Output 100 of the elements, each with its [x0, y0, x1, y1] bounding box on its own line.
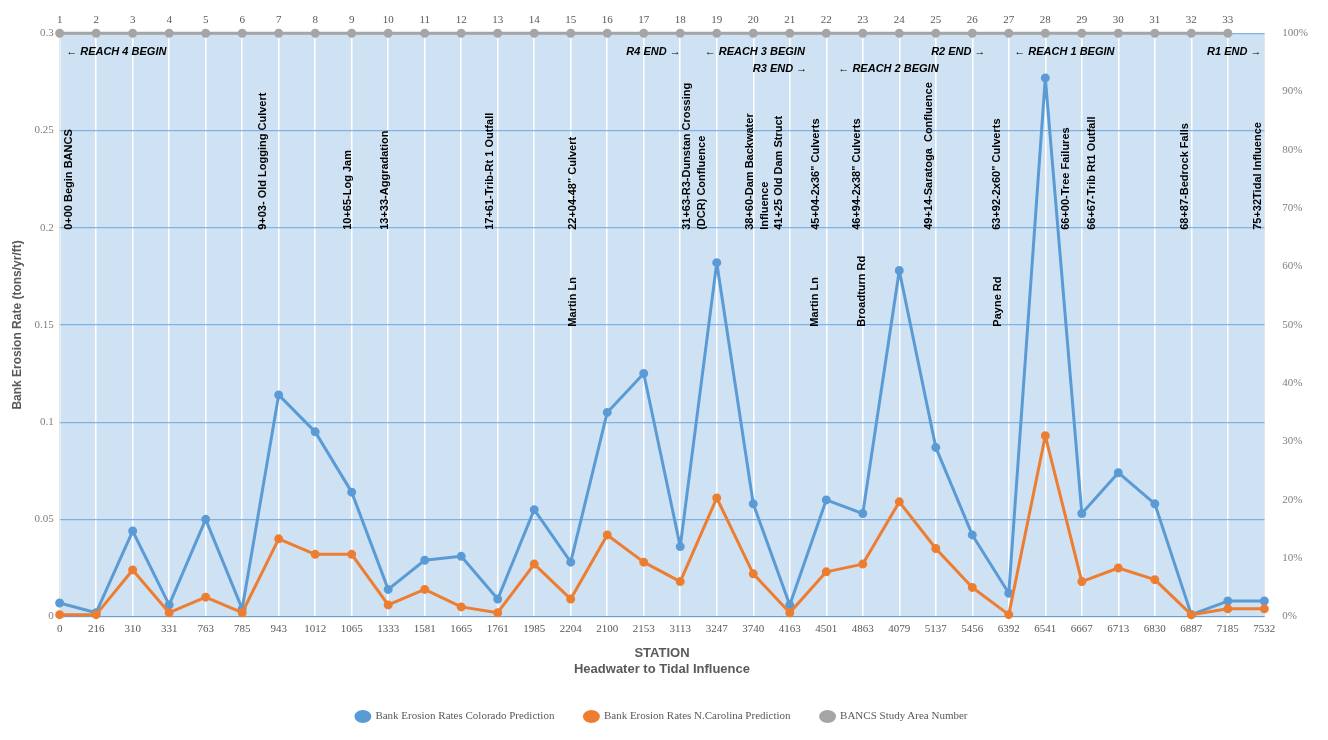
x2-tick-label: 14: [528, 13, 541, 26]
x2-tick-label: 27: [1003, 13, 1015, 26]
annotation: Martin Ln: [565, 276, 578, 327]
x2-tick-label: 26: [966, 13, 979, 26]
y2-tick-label: 10%: [1282, 551, 1303, 564]
x-tick-label: 6541: [1034, 622, 1057, 635]
x-tick-label: 3740: [742, 622, 765, 635]
x2-tick-label: 17: [638, 13, 650, 26]
annotation: 75+32Tidal Influence: [1251, 122, 1264, 230]
x-tick-label: 331: [160, 622, 178, 635]
x2-tick-label: 25: [930, 13, 942, 26]
x-tick-label: 943: [270, 622, 288, 635]
y-tick-label: 0.3: [39, 26, 55, 39]
x-tick-label: 1581: [413, 622, 436, 635]
x-tick-label: 1665: [450, 622, 473, 635]
annotation: ← REACH 3 BEGIN: [704, 44, 806, 57]
annotation: 63+92-2x60" Culverts: [989, 118, 1002, 230]
x2-tick-label: 1: [56, 13, 63, 26]
annotation: R4 END →: [626, 44, 681, 57]
annotation: Payne Rd: [991, 276, 1004, 327]
x-tick-label: 3113: [669, 622, 692, 635]
x-tick-label: 6887: [1180, 622, 1203, 635]
x2-tick-label: 7: [275, 13, 282, 26]
y-tick-label: 0.2: [39, 220, 54, 233]
annotation: R2 END →: [931, 44, 986, 57]
x-tick-label: 2204: [559, 622, 583, 635]
x2-tick-label: 2: [93, 13, 99, 26]
annotation: 68+87-Bedrock Falls: [1177, 123, 1190, 230]
y-tick-label: 0.25: [34, 123, 55, 136]
x-tick-label: 1761: [486, 622, 509, 635]
y2-tick-label: 40%: [1282, 376, 1303, 389]
x-tick-label: 4863: [851, 622, 875, 635]
legend-label: Bank Erosion Rates Colorado Prediction: [375, 709, 555, 722]
x-tick-label: 2153: [632, 622, 656, 635]
annotation: Martin Ln: [808, 276, 821, 327]
annotation: 49+14-Saratoga Confluence: [922, 82, 935, 230]
x2-tick-label: 22: [820, 13, 832, 26]
x-tick-label: 785: [233, 622, 251, 635]
y2-tick-label: 70%: [1282, 201, 1303, 214]
y-tick-label: 0: [48, 609, 55, 622]
legend-label: BANCS Study Area Number: [840, 709, 968, 722]
x2-tick-label: 19: [711, 13, 723, 26]
annotation: 46+94-2x38" Culverts: [850, 118, 863, 230]
x-tick-label: 7185: [1216, 622, 1240, 635]
y2-tick-label: 30%: [1282, 434, 1303, 447]
x2-tick-label: 13: [492, 13, 504, 26]
x-tick-label: 4501: [815, 622, 838, 635]
annotation: 66+00-Tree Failures: [1058, 127, 1071, 230]
annotation: 17+61-Trib-Rt 1 Outfall: [482, 112, 495, 230]
x2-tick-label: 12: [455, 13, 467, 26]
y2-tick-label: 100%: [1282, 26, 1309, 39]
annotation: 41+25 Old Dam Struct: [771, 115, 784, 230]
x2-tick-label: 33: [1222, 13, 1234, 26]
x2-tick-label: 11: [419, 13, 430, 26]
x-tick-label: 6713: [1107, 622, 1130, 635]
x2-tick-label: 6: [239, 13, 246, 26]
annotation: ← REACH 1 BEGIN: [1014, 44, 1116, 57]
x-tick-label: 2100: [596, 622, 619, 635]
y2-tick-label: 60%: [1282, 259, 1303, 272]
x2-tick-label: 20: [747, 13, 760, 26]
x2-tick-label: 18: [674, 13, 687, 26]
annotation: 10+65-Log Jam: [340, 149, 353, 230]
x2-tick-label: 15: [565, 13, 577, 26]
annotation: 45+04-2x36" Culverts: [809, 118, 822, 230]
annotation: ← REACH 2 BEGIN: [838, 61, 940, 74]
x-tick-label: 6830: [1143, 622, 1167, 635]
x2-tick-label: 10: [382, 13, 395, 26]
x-tick-label: 4163: [778, 622, 802, 635]
x-tick-label: 0: [56, 622, 63, 635]
annotation: ← REACH 4 BEGIN: [66, 44, 168, 57]
annotation: R3 END →: [752, 61, 808, 74]
y-tick-label: 0.15: [34, 317, 55, 330]
x2-tick-label: 29: [1076, 13, 1088, 26]
y-tick-label: 0.05: [34, 512, 55, 525]
x-tick-label: 310: [124, 622, 142, 635]
x2-tick-label: 28: [1039, 13, 1052, 26]
x-tick-label: 3247: [705, 622, 729, 635]
y2-tick-label: 50%: [1282, 317, 1303, 330]
x2-tick-label: 21: [784, 13, 796, 26]
x-tick-label: 6392: [997, 622, 1020, 635]
x-tick-label: 216: [87, 622, 105, 635]
x2-tick-label: 24: [893, 13, 906, 26]
x-tick-label: 763: [197, 622, 215, 635]
annotation: 22+04-48" Culvert: [565, 136, 578, 230]
annotation: 9+03- Old Logging Culvert: [256, 92, 269, 230]
x-tick-label: 5456: [961, 622, 984, 635]
x-tick-label: 1985: [523, 622, 546, 635]
x2-tick-label: 23: [857, 13, 869, 26]
x2-tick-label: 31: [1149, 13, 1161, 26]
y2-tick-label: 80%: [1282, 142, 1303, 155]
x-tick-label: 1065: [340, 622, 364, 635]
y2-tick-label: 0%: [1282, 609, 1298, 622]
x2-tick-label: 5: [202, 13, 209, 26]
x2-tick-label: 8: [312, 13, 319, 26]
annotation: 66+67-Trib Rt1 Outfall: [1085, 116, 1098, 230]
y2-tick-label: 20%: [1282, 492, 1303, 505]
annotation: R1 END →: [1207, 44, 1262, 57]
annotation: 0+00 Begin BANCS: [62, 129, 75, 230]
y2-tick-label: 90%: [1282, 84, 1303, 97]
annotation: 31+63-R3-Dunstan Crossing (DCR) Confluence: [680, 82, 708, 230]
